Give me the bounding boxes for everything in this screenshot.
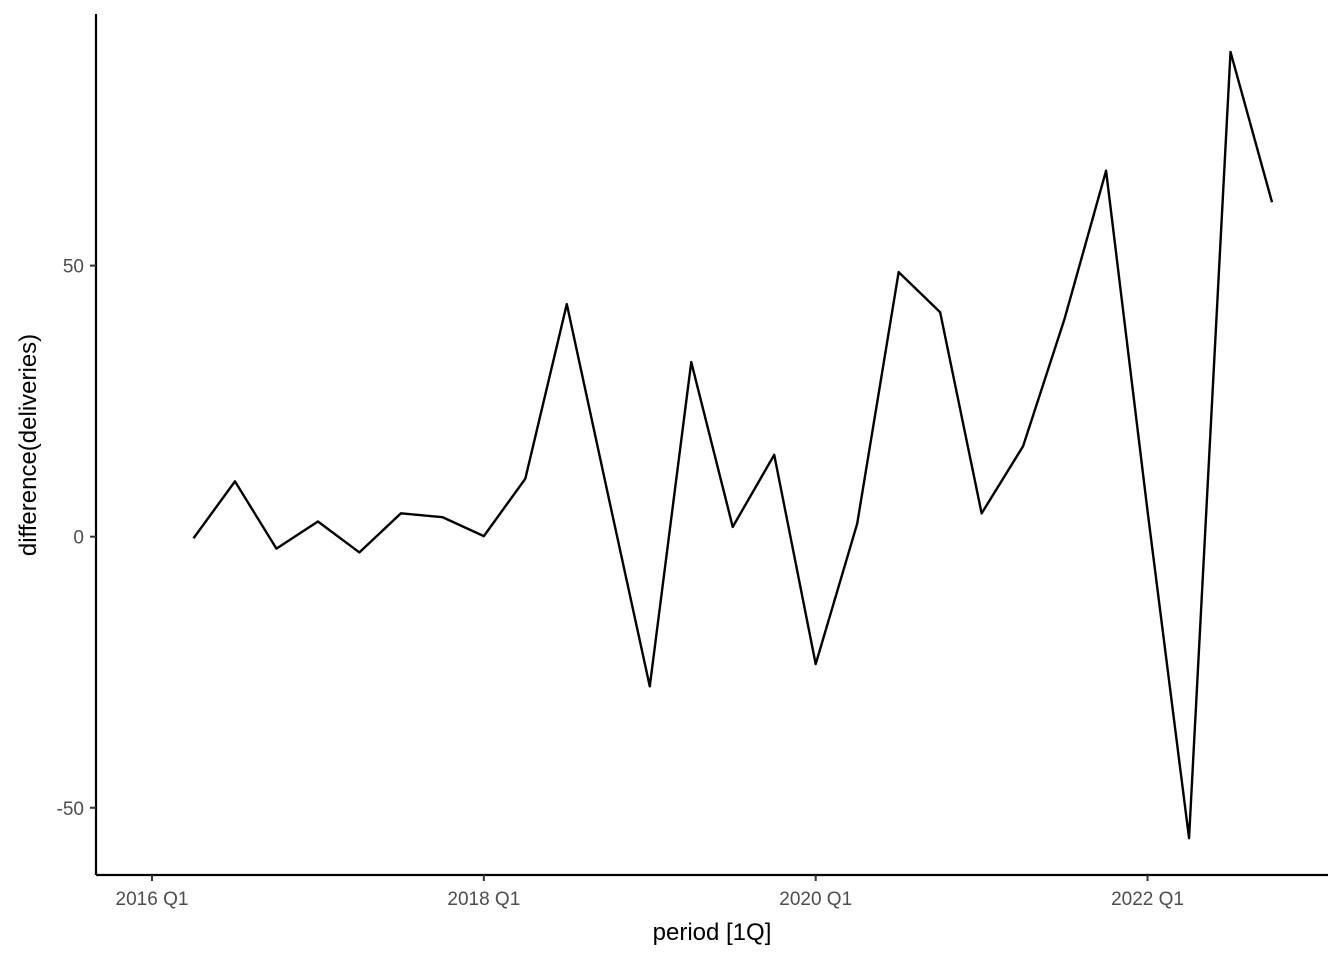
y-tick-label: -50 bbox=[57, 799, 84, 820]
plot-area bbox=[192, 50, 1274, 840]
x-axis-title: period [1Q] bbox=[653, 919, 772, 946]
x-tick-label: 2022 Q1 bbox=[1111, 889, 1184, 910]
x-tick-label: 2020 Q1 bbox=[779, 889, 852, 910]
y-axis: -50 0 50 bbox=[57, 14, 98, 875]
x-tick-label: 2016 Q1 bbox=[116, 889, 189, 910]
x-tick-label: 2018 Q1 bbox=[447, 889, 520, 910]
y-tick-label: 50 bbox=[63, 257, 84, 278]
series-line-1 bbox=[192, 50, 1274, 840]
y-tick-label: 0 bbox=[73, 528, 84, 549]
y-axis-title: difference(deliveries) bbox=[15, 334, 42, 556]
x-axis: 2016 Q1 2018 Q1 2020 Q1 2022 Q1 bbox=[96, 873, 1328, 910]
